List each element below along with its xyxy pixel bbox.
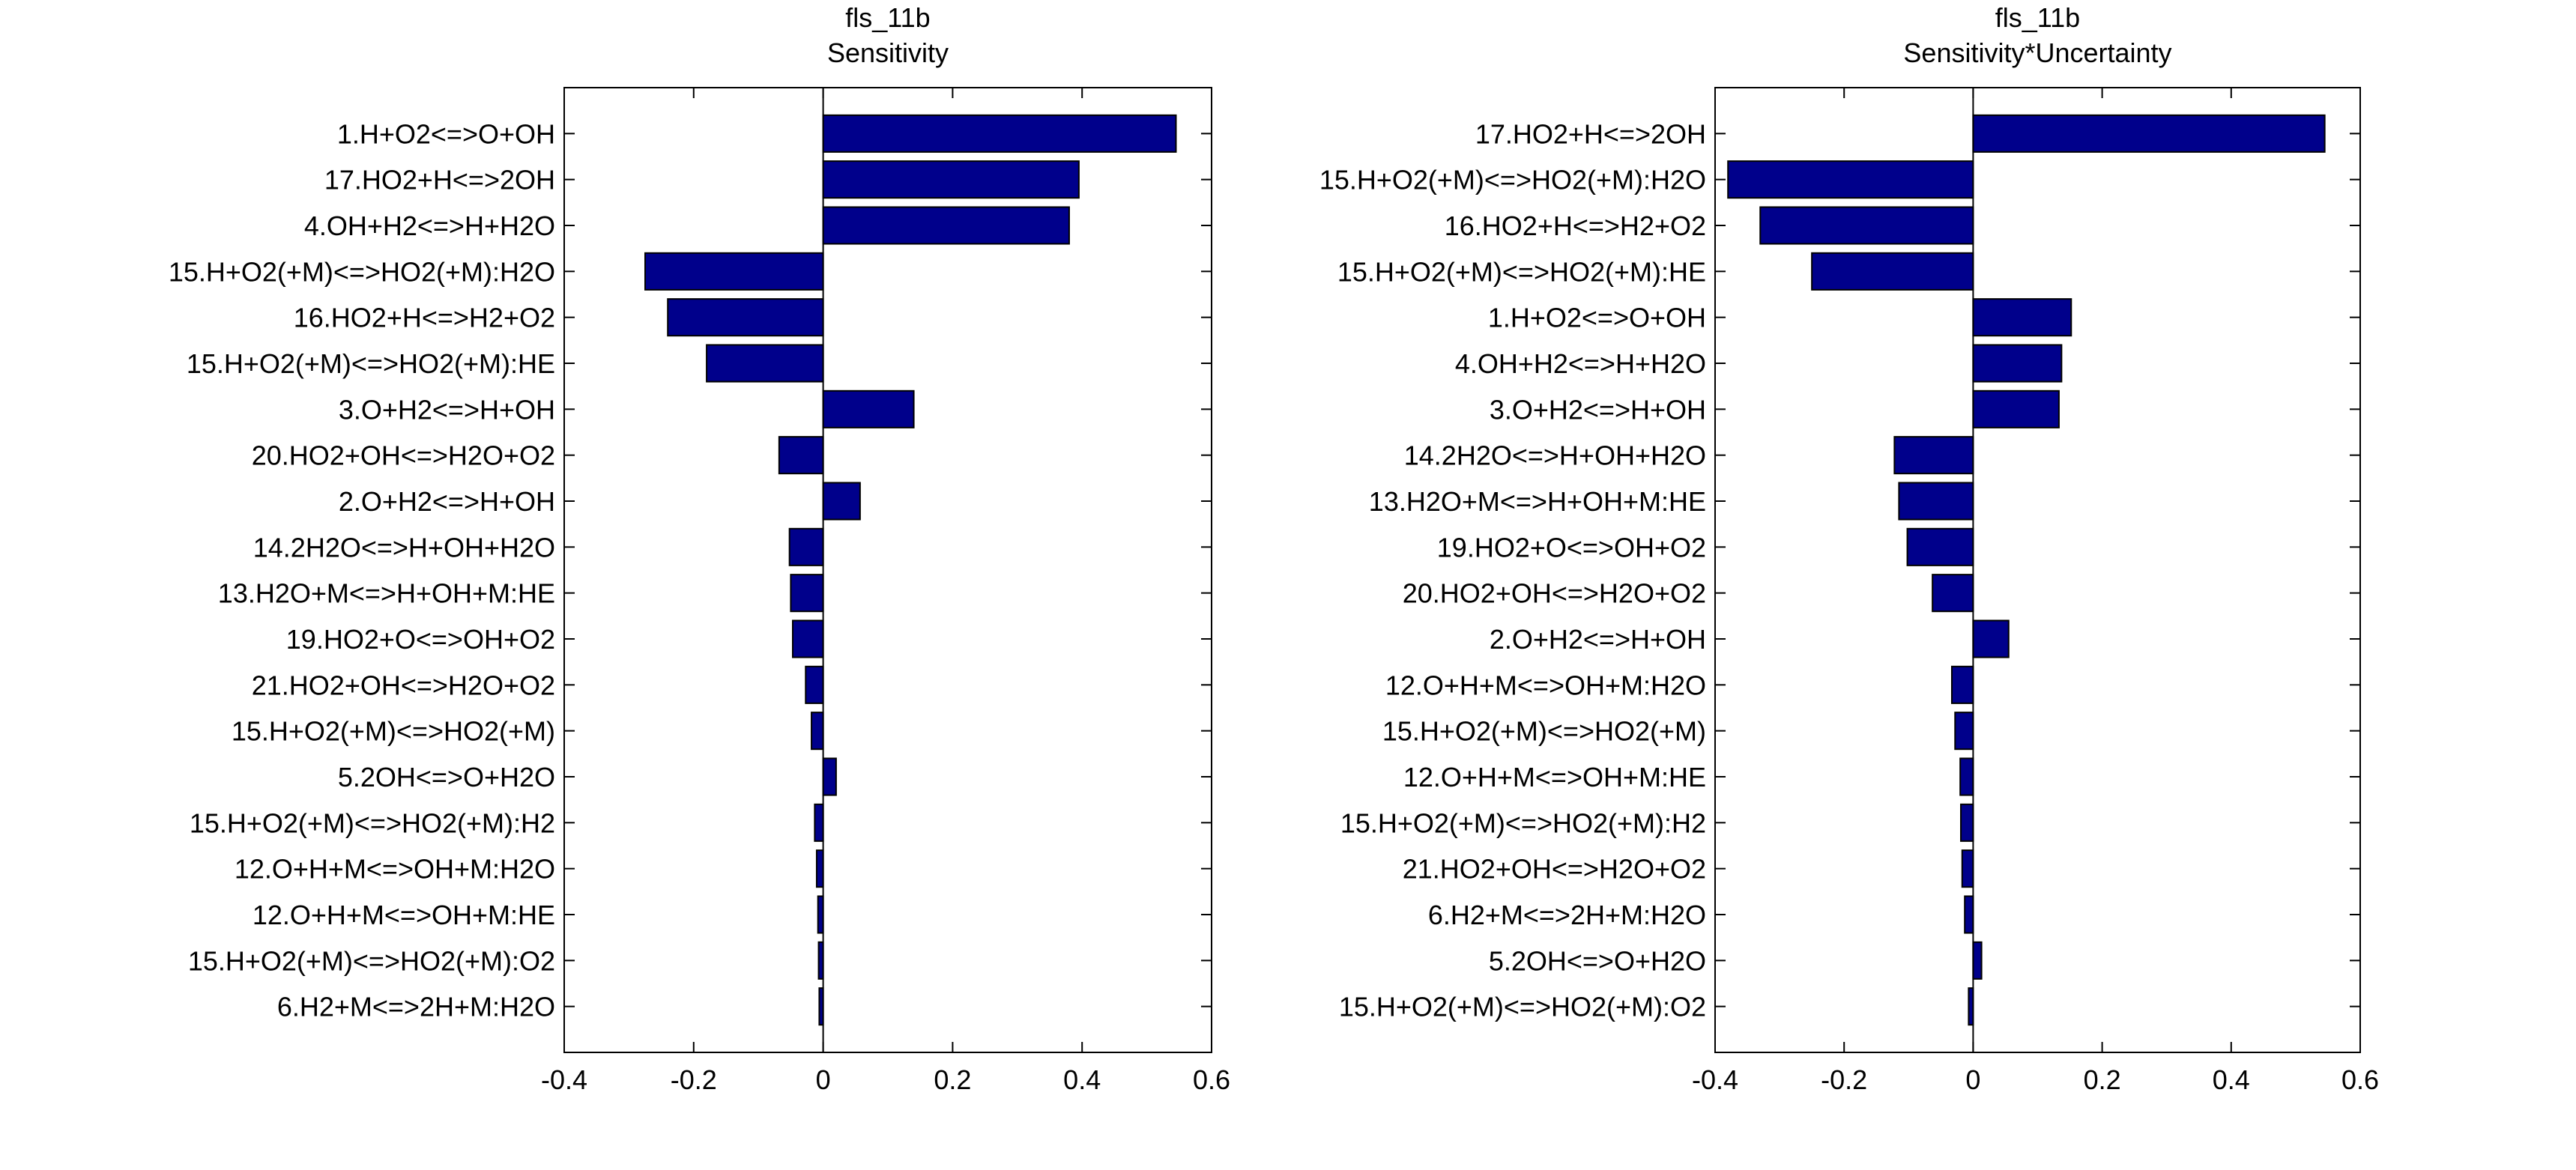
bar [805, 665, 824, 704]
y-tick-label: 6.H2+M<=>2H+M:H2O [1428, 900, 1706, 930]
bar [814, 803, 824, 842]
y-tick-label: 15.H+O2(+M)<=>HO2(+M):H2O [1319, 165, 1706, 195]
y-tick-label: 1.H+O2<=>O+OH [337, 118, 555, 149]
bar [1950, 665, 1974, 704]
y-tick-label: 5.2OH<=>O+H2O [338, 762, 555, 792]
y-tick-label: 13.H2O+M<=>H+OH+M:HE [1369, 486, 1706, 517]
y-tick-label: 15.H+O2(+M)<=>HO2(+M):HE [1337, 256, 1706, 287]
y-tick-label: 12.O+H+M<=>OH+M:HE [253, 900, 555, 930]
bar [1961, 849, 1974, 888]
y-tick-label: 15.H+O2(+M)<=>HO2(+M):H2 [190, 807, 555, 838]
bar [811, 712, 824, 751]
axes-frame [1714, 87, 2361, 1053]
y-tick-label: 16.HO2+H<=>H2+O2 [1445, 210, 1706, 241]
bar [1759, 206, 1974, 245]
bar [1972, 619, 2010, 658]
bar [667, 298, 824, 337]
bar [1972, 344, 2063, 383]
y-tick-label: 2.O+H2<=>H+OH [339, 486, 555, 517]
bar [1906, 527, 1974, 566]
bar [817, 895, 824, 934]
bar [1972, 298, 2072, 337]
x-tick-label: 0 [816, 1064, 831, 1095]
x-tick-label: 0.2 [934, 1064, 971, 1095]
x-tick-label: 0.4 [1063, 1064, 1101, 1095]
bar [1960, 803, 1974, 842]
bar [791, 619, 824, 658]
y-tick-label: 14.2H2O<=>H+OH+H2O [1404, 440, 1706, 471]
chart-panel-2: fls_11b Sensitivity*Uncertainty 17.HO2+H<=… [1319, 2, 2379, 1095]
y-tick-label: 13.H2O+M<=>H+OH+M:HE [218, 578, 555, 609]
bar [1959, 757, 1974, 796]
axes-frame [563, 87, 1212, 1053]
y-tick-label: 4.OH+H2<=>H+H2O [1455, 348, 1706, 379]
y-tick-label: 19.HO2+O<=>OH+O2 [286, 624, 555, 655]
bar [1898, 482, 1974, 521]
y-tick-label: 21.HO2+OH<=>H2O+O2 [1403, 854, 1706, 885]
bar [790, 574, 824, 613]
x-tick-label: -0.2 [1821, 1064, 1867, 1095]
bar [1811, 252, 1974, 291]
chart-subtitle: Sensitivity [827, 37, 949, 68]
bar [1972, 114, 2326, 153]
y-tick-label: 5.2OH<=>O+H2O [1489, 945, 1706, 976]
chart-subtitle: Sensitivity*Uncertainty [1903, 37, 2171, 68]
bar [822, 390, 915, 428]
y-tick-label: 4.OH+H2<=>H+H2O [304, 210, 555, 241]
bar [1932, 574, 1974, 613]
y-tick-label: 15.H+O2(+M)<=>HO2(+M):H2O [169, 256, 555, 287]
y-tick-label: 15.H+O2(+M)<=>HO2(+M):H2 [1340, 807, 1706, 838]
y-tick-label: 17.HO2+H<=>2OH [324, 165, 555, 195]
bar [822, 114, 1177, 153]
bar [1972, 390, 2060, 428]
x-tick-label: -0.4 [1692, 1064, 1738, 1095]
bar [822, 482, 861, 521]
bar [815, 849, 824, 888]
bar [822, 757, 837, 796]
x-tick-label: 0.6 [1193, 1064, 1230, 1095]
bar [1893, 436, 1974, 475]
y-tick-label: 3.O+H2<=>H+OH [339, 394, 555, 425]
bar [644, 252, 824, 291]
bar [706, 344, 824, 383]
x-tick-label: 0.2 [2084, 1064, 2121, 1095]
chart-panel-1: fls_11b Sensitivity 1.H+O2<=>O+OH 17.HO2+H<… [169, 2, 1230, 1095]
y-tick-label: 21.HO2+OH<=>H2O+O2 [252, 670, 555, 700]
y-tick-label: 15.H+O2(+M)<=>HO2(+M) [1382, 716, 1706, 747]
x-tick-label: -0.4 [541, 1064, 587, 1095]
bar [822, 160, 1080, 199]
y-tick-label: 20.HO2+OH<=>H2O+O2 [252, 440, 555, 471]
y-tick-label: 20.HO2+OH<=>H2O+O2 [1403, 578, 1706, 609]
bar [788, 527, 824, 566]
x-tick-label: 0.4 [2213, 1064, 2250, 1095]
chart-title: fls_11b [1995, 2, 2080, 33]
bar [822, 206, 1070, 245]
y-tick-label: 12.O+H+M<=>OH+M:HE [1403, 762, 1706, 792]
y-tick-label: 6.H2+M<=>2H+M:H2O [277, 992, 555, 1022]
y-tick-label: 15.H+O2(+M)<=>HO2(+M):O2 [188, 945, 555, 976]
y-tick-label: 15.H+O2(+M)<=>HO2(+M) [232, 716, 555, 747]
y-tick-label: 14.2H2O<=>H+OH+H2O [253, 532, 555, 563]
y-tick-label: 12.O+H+M<=>OH+M:H2O [235, 854, 555, 885]
bar [1954, 712, 1974, 751]
y-tick-label: 1.H+O2<=>O+OH [1488, 303, 1706, 333]
x-tick-label: 0 [1965, 1064, 1980, 1095]
x-tick-label: -0.2 [671, 1064, 717, 1095]
y-tick-label: 17.HO2+H<=>2OH [1475, 118, 1706, 149]
y-tick-label: 2.O+H2<=>H+OH [1490, 624, 1706, 655]
chart-title: fls_11b [845, 2, 930, 33]
bar [1727, 160, 1974, 199]
x-tick-label: 0.6 [2341, 1064, 2379, 1095]
bar [1964, 895, 1974, 934]
bar [1972, 941, 1983, 980]
y-tick-label: 15.H+O2(+M)<=>HO2(+M):O2 [1339, 992, 1706, 1022]
y-tick-label: 3.O+H2<=>H+OH [1490, 394, 1706, 425]
y-tick-label: 12.O+H+M<=>OH+M:H2O [1385, 670, 1706, 700]
y-tick-label: 15.H+O2(+M)<=>HO2(+M):HE [187, 348, 555, 379]
y-tick-label: 19.HO2+O<=>OH+O2 [1437, 532, 1706, 563]
y-tick-label: 16.HO2+H<=>H2+O2 [294, 303, 555, 333]
bar [778, 436, 824, 475]
